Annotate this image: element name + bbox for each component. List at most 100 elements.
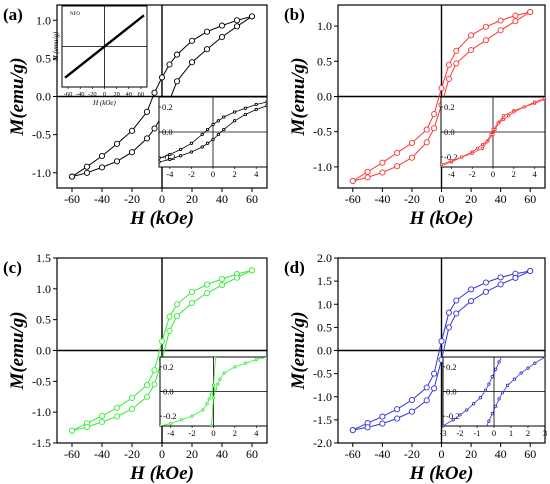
- inset-0: -4 -2 0 2 4 -0.2 0.0 0.2: [440, 96, 546, 179]
- data-point: [533, 361, 537, 365]
- data-point: [265, 100, 267, 104]
- data-point: [483, 388, 488, 392]
- data-point: [501, 117, 506, 122]
- data-point: [460, 155, 464, 159]
- data-point: [408, 408, 415, 415]
- data-point: [512, 274, 519, 281]
- series-line-1: [160, 357, 216, 426]
- data-point: [173, 51, 181, 58]
- y-axis-title: M(emu/g): [288, 57, 309, 136]
- data-point: [470, 151, 474, 155]
- data-point: [408, 154, 415, 161]
- data-point: [190, 414, 194, 418]
- data-point: [166, 313, 173, 320]
- inset-y-tick-label: 0.2: [446, 362, 457, 372]
- inset-y-tick-label: -0.2: [162, 152, 175, 162]
- data-point: [453, 47, 460, 54]
- x-tick-label: 20: [465, 192, 477, 206]
- x-tick-label: -60: [345, 192, 361, 206]
- data-point: [143, 393, 151, 400]
- y-tick-label: -0.5: [32, 374, 51, 388]
- data-point: [211, 122, 215, 127]
- x-tick-label: -40: [374, 192, 390, 206]
- inset-1: -4 -2 0 2 4 -0.2 0.0 0.2: [158, 96, 268, 179]
- inset-x-tick-label: -1: [473, 428, 480, 438]
- y-tick-label: 1.0: [36, 13, 51, 27]
- inset-x-tick-label: 2: [233, 428, 237, 438]
- data-point: [431, 125, 438, 132]
- data-point: [188, 37, 196, 44]
- data-point: [159, 156, 161, 160]
- data-point: [465, 408, 469, 412]
- inset-x-tick-label: -20: [88, 91, 97, 98]
- y-tick-label: 0.5: [36, 51, 51, 65]
- data-point: [233, 17, 241, 24]
- data-point: [151, 89, 158, 96]
- data-point: [522, 105, 526, 109]
- x-tick-label: 40: [495, 192, 507, 206]
- data-point: [232, 110, 237, 114]
- data-point: [188, 59, 196, 66]
- data-point: [379, 420, 386, 427]
- data-point: [168, 152, 172, 157]
- y-tick-label: 1.0: [317, 297, 332, 311]
- x-tick-label: 20: [465, 447, 477, 461]
- data-point: [480, 146, 485, 150]
- inset-x-tick-label: 3: [543, 428, 547, 438]
- data-point: [543, 97, 545, 100]
- x-tick-label: -60: [345, 447, 361, 461]
- inset-y-tick-label: 0.0: [163, 387, 174, 397]
- panel-b: -60 -40 -20 0 20 40 60-1.0-0.50.00.51.0H (kOe)…: [284, 4, 546, 229]
- inset-y-tick-label: -0.2: [446, 411, 459, 421]
- x-tick-label: -60: [64, 192, 80, 206]
- inset-x-tick-label: -4: [167, 428, 175, 438]
- inset-y-tick-label: -0.2: [163, 411, 176, 421]
- inset-x-tick-label: 4: [532, 169, 537, 179]
- data-point: [445, 75, 452, 82]
- data-point: [243, 112, 248, 117]
- data-point: [205, 127, 210, 132]
- data-point: [453, 297, 460, 304]
- data-point: [512, 377, 517, 381]
- inset-y-tick-label: 0.0: [162, 127, 173, 137]
- panel-label: (d): [284, 258, 305, 277]
- data-point: [98, 418, 106, 426]
- y-tick-label: 1.5: [317, 274, 332, 288]
- data-point: [213, 387, 218, 391]
- data-point: [113, 413, 121, 420]
- inset-x-tick-label: 4: [254, 169, 259, 179]
- data-point: [364, 174, 371, 181]
- inset-x-axis-title: H (kOe): [92, 99, 116, 107]
- data-point: [209, 392, 214, 396]
- data-point: [200, 145, 204, 149]
- data-point: [265, 104, 267, 108]
- data-point: [379, 413, 386, 420]
- data-point: [484, 427, 486, 429]
- data-point: [482, 279, 489, 286]
- data-point: [489, 132, 493, 137]
- x-tick-label: -20: [124, 447, 140, 461]
- data-point: [169, 421, 173, 426]
- data-point: [222, 115, 226, 119]
- data-point: [83, 169, 91, 176]
- data-point: [166, 327, 173, 334]
- inset-y-tick-label: 0.2: [444, 102, 455, 112]
- data-point: [490, 412, 494, 416]
- data-point: [265, 357, 267, 359]
- data-point: [519, 371, 523, 375]
- data-point: [98, 412, 106, 419]
- data-point: [491, 127, 495, 132]
- data-point: [497, 274, 504, 281]
- data-point: [423, 384, 430, 391]
- data-point: [482, 37, 489, 44]
- data-point: [243, 106, 248, 110]
- data-point: [451, 418, 455, 422]
- inset-x-tick-label: -2: [456, 428, 463, 438]
- x-tick-label: -60: [64, 447, 80, 461]
- x-tick-label: -40: [374, 447, 390, 461]
- inset-y-tick-label: 0.2: [162, 102, 173, 112]
- data-point: [233, 365, 237, 369]
- data-point: [207, 397, 211, 401]
- panel-label: (a): [3, 5, 23, 24]
- inset-x-tick-label: 0: [103, 91, 106, 98]
